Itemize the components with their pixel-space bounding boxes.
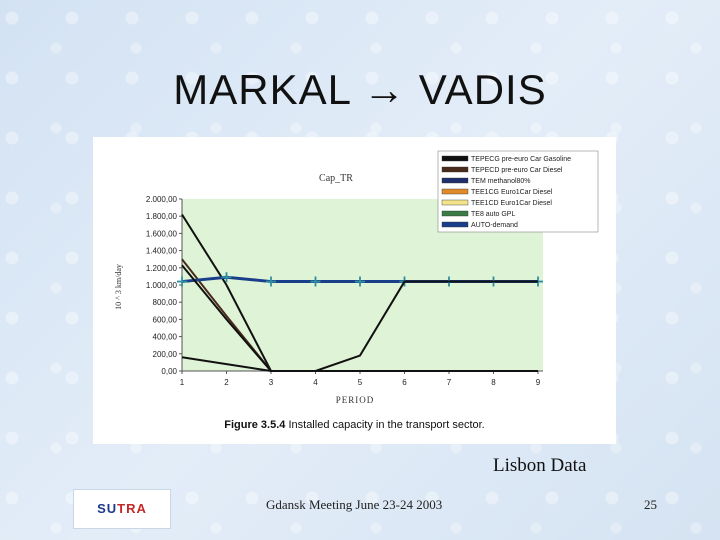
logo-text-part1: SU — [97, 501, 118, 516]
footer-meeting: Gdansk Meeting June 23-24 2003 — [266, 497, 443, 512]
legend-swatch — [441, 188, 469, 195]
x-tick-label: 5 — [358, 378, 363, 387]
chart-title: Cap_TR — [319, 173, 353, 184]
y-tick-label: 2.000,00 — [146, 195, 178, 204]
legend-label: TEE1CD Euro1Car Diesel — [471, 200, 552, 207]
y-tick-label: 1.000,00 — [146, 281, 178, 290]
series-line — [181, 356, 538, 372]
caption-label: Figure 3.5.4 — [224, 419, 286, 431]
x-tick-label: 1 — [180, 378, 185, 387]
title-right: VADIS — [418, 66, 547, 113]
x-tick-label: 4 — [313, 378, 318, 387]
sutra-logo: SUTRA — [73, 489, 171, 529]
x-tick-label: 3 — [269, 378, 274, 387]
arrow-icon: → — [363, 66, 407, 113]
x-tick-label: 6 — [402, 378, 407, 387]
x-tick-label: 7 — [447, 378, 452, 387]
caption-text: Installed capacity in the transport sect… — [285, 419, 485, 431]
series-line — [181, 264, 538, 372]
y-axis-label: 10 ^ 3 km/day — [114, 264, 123, 310]
data-point-marker — [310, 276, 321, 287]
legend-label: TEE1CG Euro1Car Diesel — [471, 189, 553, 196]
slide-title: MARKAL → VADIS — [0, 66, 720, 114]
y-tick-label: 400,00 — [153, 333, 178, 342]
data-source-note: Lisbon Data — [493, 455, 587, 476]
legend-label: TE8 auto GPL — [471, 211, 515, 218]
legend-label: TEPECG pre-euro Car Gasoline — [471, 156, 571, 163]
figure-caption: Figure 3.5.4 Installed capacity in the t… — [93, 419, 616, 431]
data-point-marker — [221, 272, 232, 283]
data-point-marker — [266, 276, 276, 287]
y-tick-label: 1.800,00 — [146, 212, 178, 221]
data-point-marker — [355, 276, 365, 287]
logo-text: SUTRA — [74, 501, 170, 516]
legend-label: TEM methanol80% — [471, 178, 531, 185]
data-point-marker — [177, 276, 187, 287]
page-number: 25 — [644, 497, 657, 512]
y-tick-label: 200,00 — [153, 350, 178, 359]
y-tick-label: 1.400,00 — [146, 247, 178, 256]
legend-label: TEPECD pre-euro Car Diesel — [471, 167, 563, 174]
chart-svg: 2.000,00 1.800,00 1.600,00 1.400,00 1.200,00… — [114, 150, 599, 405]
y-tick-label: 600,00 — [153, 315, 178, 324]
legend-swatch — [441, 221, 469, 228]
legend-swatch — [441, 199, 469, 206]
x-tick-label: 9 — [536, 378, 541, 387]
chart-figure: 2.000,00 1.800,00 1.600,00 1.400,00 1.200,00… — [93, 137, 616, 444]
legend-label: AUTO-demand — [471, 222, 518, 229]
y-tick-label: 800,00 — [153, 298, 178, 307]
legend-swatch — [441, 177, 469, 184]
legend-swatch — [441, 210, 469, 217]
y-tick-label: 0,00 — [161, 367, 177, 376]
legend-swatch — [441, 166, 469, 173]
legend-swatch — [441, 155, 469, 162]
title-left: MARKAL — [173, 66, 351, 113]
y-tick-label: 1.200,00 — [146, 264, 178, 273]
x-tick-label: 2 — [224, 378, 229, 387]
x-tick-label: 8 — [491, 378, 496, 387]
y-tick-label: 1.600,00 — [146, 229, 178, 238]
x-axis-label: PERIOD — [336, 395, 375, 405]
logo-text-part2: TRA — [117, 501, 147, 516]
